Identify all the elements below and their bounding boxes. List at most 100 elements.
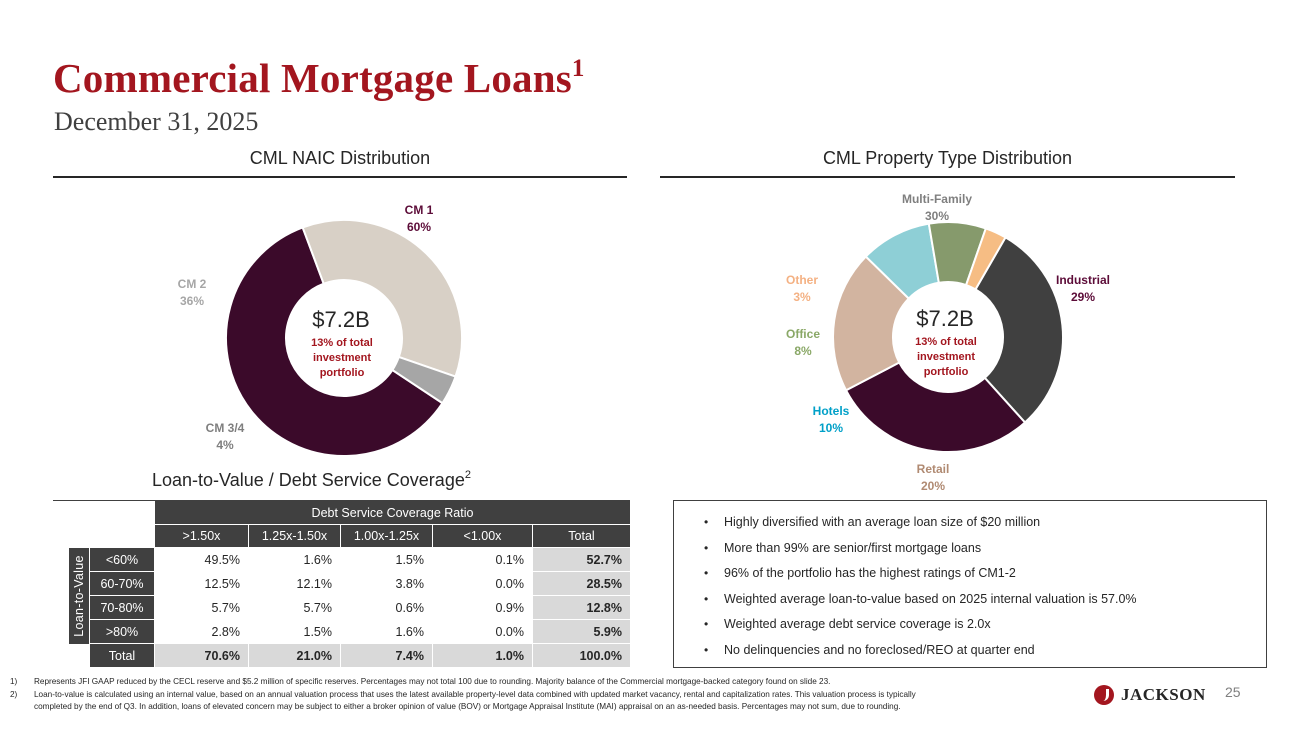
table-cell: 12.8% [533,596,630,619]
highlights-box: Highly diversified with an average loan … [673,500,1267,668]
table-cell: 2.8% [211,624,241,639]
highlight-item: 96% of the portfolio has the highest rat… [704,566,1266,592]
footnote-2-text-line1: Loan-to-value is calculated using an int… [34,690,916,699]
ltv-axis-label: Loan-to-Value [69,548,89,644]
table-cell: 28.5% [533,572,630,595]
highlight-item: Highly diversified with an average loan … [704,515,1266,541]
property-chart-title: CML Property Type Distribution [822,148,1073,168]
title-footnote-ref: 1 [571,55,585,82]
col-header-c2: 1.00x-1.25x [341,525,432,547]
footnote-2-text-line2: completed by the end of Q3. In addition,… [34,702,901,711]
property-value-industrial: 29% [1071,290,1095,304]
property-label-industrial: Industrial [1056,273,1110,287]
naic-label-cm-3-4: CM 3/4 [206,421,245,435]
row-label-r3: >80% [90,620,154,643]
property-title-rule [660,176,1235,178]
property-value-hotels: 10% [819,421,843,435]
table-cell: 0.9% [495,600,525,615]
page-number: 25 [1225,684,1241,700]
highlight-item: Weighted average debt service coverage i… [704,617,1266,643]
table-cell: 1.5% [303,624,333,639]
table-cell: 1.6% [395,624,425,639]
naic-value-cm-3-4: 4% [216,438,234,452]
naic-chart-title: CML NAIC Distribution [249,148,431,168]
naic-slice-cm-3-4 [390,355,457,405]
page-date: December 31, 2025 [54,107,259,136]
table-cell: 49.5% [204,552,240,567]
table-cell: 21.0% [249,644,340,667]
property-label-multi-family: Multi-Family [902,192,972,206]
property-slice-industrial [844,361,1027,453]
ltv-table-title: Loan-to-Value / Debt Service Coverage2 [152,469,471,490]
property-value-retail: 20% [921,479,945,493]
naic-value-cm-1: 60% [407,220,431,234]
table-cell: 5.7% [211,600,241,615]
col-header-c0: >1.50x [155,525,248,547]
dscr-header: Debt Service Coverage Ratio [155,501,630,524]
footnote-2: 2) Loan-to-value is calculated using an i… [10,690,916,699]
property-label-office: Office [786,327,820,341]
property-label-other: Other [786,273,818,287]
row-label-r0: <60% [90,548,154,571]
property-label-hotels: Hotels [813,404,850,418]
table-cell: 5.7% [303,600,333,615]
property-center-note-3: portfolio [924,366,969,378]
table-cell: 0.6% [395,600,425,615]
table-cell: 5.9% [533,620,630,643]
property-center-note-2: investment [917,351,975,363]
property-center-value: $7.2B [916,306,974,331]
jackson-logo: JACKSON [1094,685,1206,705]
naic-label-cm-1: CM 1 [405,203,434,217]
jackson-logo-icon [1094,685,1114,705]
table-cell: 7.4% [341,644,432,667]
property-value-office: 8% [794,344,812,358]
row-label-r2: 70-80% [90,596,154,619]
row-label-total: Total [90,644,154,667]
table-cell: 1.5% [395,552,425,567]
footnote-1-text: Represents JFI GAAP reduced by the CECL … [34,677,831,686]
col-header-c3: <1.00x [433,525,532,547]
table-cell: 52.7% [533,548,630,571]
footnote-1-number: 1) [10,677,18,686]
property-donut [832,221,1064,453]
naic-title-rule [53,176,627,178]
table-cell: 12.5% [204,576,240,591]
property-slice-other [964,227,1007,291]
property-center-note-1: 13% of total [915,336,977,348]
footnote-1: 1) Represents JFI GAAP reduced by the CEC… [10,677,830,686]
jackson-logo-text: JACKSON [1121,685,1206,704]
table-cell: 70.6% [155,644,248,667]
property-slice-retail [832,255,911,392]
highlight-item: Weighted average loan-to-value based on … [704,592,1266,618]
table-cell: 1.6% [303,552,333,567]
table-cell: 1.0% [433,644,532,667]
naic-label-cm-2: CM 2 [178,277,207,291]
footnote-2-continued: completed by the end of Q3. In addition,… [10,702,901,711]
ltv-dscr-table: Debt Service Coverage Ratio >1.50x 1.25x-1… [53,500,630,670]
col-header-c1: 1.25x-1.50x [249,525,340,547]
highlight-item: More than 99% are senior/first mortgage … [704,541,1266,567]
table-top-rule [53,500,630,501]
property-value-multi-family: 30% [925,209,949,223]
naic-value-cm-2: 36% [180,294,204,308]
naic-center-note-3: portfolio [320,367,365,379]
naic-slice-cm-2 [301,219,463,378]
footnote-2-number: 2) [10,690,18,699]
row-label-r1: 60-70% [90,572,154,595]
naic-center-note-2: investment [313,352,371,364]
col-header-total: Total [533,525,630,547]
table-cell: 0.0% [495,624,525,639]
naic-center-note-1: 13% of total [311,337,373,349]
highlight-item: No delinquencies and no foreclosed/REO a… [704,643,1266,669]
table-cell: 12.1% [296,576,332,591]
table-cell: 0.1% [495,552,525,567]
table-cell: 3.8% [395,576,425,591]
property-slice-multi-family [974,236,1064,424]
table-cell: 0.0% [495,576,525,591]
page-title: Commercial Mortgage Loans1 [53,55,585,101]
naic-donut [225,219,463,457]
naic-slice-cm-1 [225,226,444,457]
property-label-retail: Retail [917,462,950,476]
naic-center-value: $7.2B [312,307,370,332]
